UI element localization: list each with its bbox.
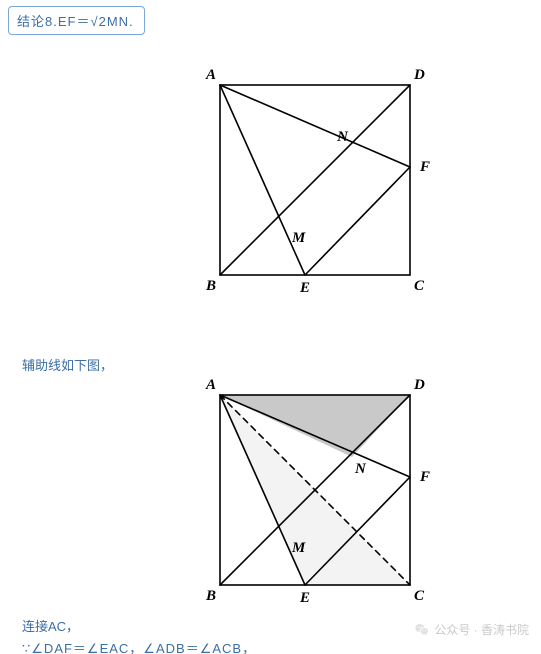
label-B-2: B xyxy=(205,588,216,604)
label-E: E xyxy=(299,280,310,296)
label-M-2: M xyxy=(291,540,306,556)
watermark-text: 公众号 · 香涛书院 xyxy=(434,621,529,638)
label-C-2: C xyxy=(414,588,425,604)
label-N: N xyxy=(336,129,349,145)
connect-ac-text: 连接AC， xyxy=(22,616,79,635)
figure-1-geometry xyxy=(220,85,410,275)
angle-equality-text: ∵∠DAF＝∠EAC，∠ADB＝∠ACB， xyxy=(22,638,256,654)
label-D: D xyxy=(413,67,425,83)
label-M: M xyxy=(291,230,306,246)
label-N-2: N xyxy=(354,461,367,477)
label-F: F xyxy=(419,159,430,175)
aux-line-text: 辅助线如下图， xyxy=(22,355,113,374)
figure-1: A D B C E F M N xyxy=(195,65,430,305)
label-B: B xyxy=(205,278,216,294)
label-D-2: D xyxy=(413,377,425,393)
label-F-2: F xyxy=(419,469,430,485)
wechat-icon xyxy=(414,622,430,638)
label-C: C xyxy=(414,278,425,294)
figure-2: A D B C E F M N xyxy=(195,375,430,615)
label-E-2: E xyxy=(299,590,310,606)
label-A: A xyxy=(205,67,216,83)
conclusion-box: 结论8.EF＝√2MN. xyxy=(8,6,145,35)
watermark: 公众号 · 香涛书院 xyxy=(414,621,529,638)
conclusion-text: 结论8.EF＝√2MN. xyxy=(17,14,134,29)
label-A-2: A xyxy=(205,377,216,393)
